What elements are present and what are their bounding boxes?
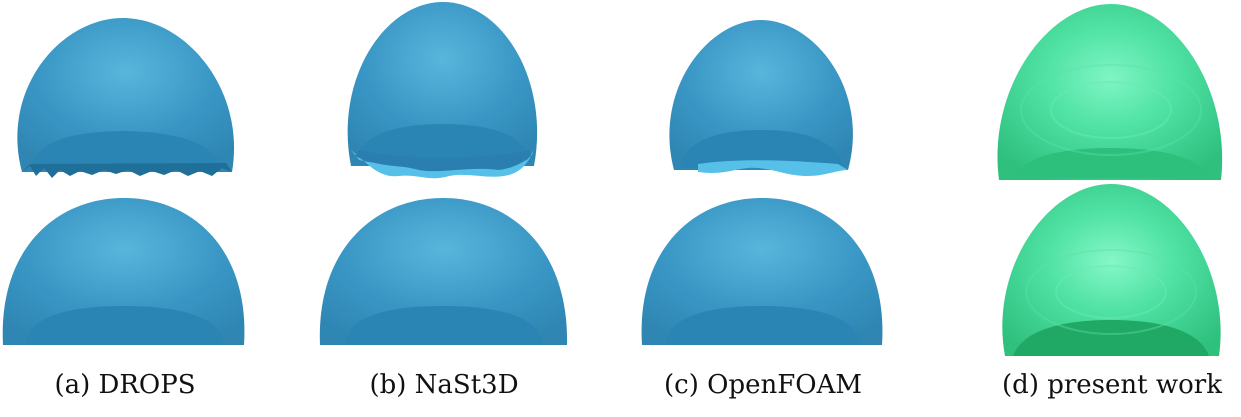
caption-nast3d: (b) NaSt3D xyxy=(369,370,519,400)
drop-top-drops xyxy=(17,18,235,178)
nast3d-droplets-image xyxy=(319,2,568,345)
drop-top-nast3d xyxy=(347,2,538,179)
panel-present-work: (d) present work xyxy=(987,0,1237,417)
drop-bottom-openfoam xyxy=(641,198,883,345)
drop-bottom-nast3d xyxy=(319,198,568,345)
drop-top-openfoam xyxy=(669,20,853,176)
openfoam-droplets-image xyxy=(641,20,883,345)
caption-present-work: (d) present work xyxy=(1002,370,1222,400)
caption-openfoam: (c) OpenFOAM xyxy=(664,370,862,400)
panel-openfoam: (c) OpenFOAM xyxy=(638,0,888,417)
caption-drops: (a) DROPS xyxy=(54,370,196,400)
present-work-droplets-image xyxy=(997,4,1223,356)
panel-drops: (a) DROPS xyxy=(0,0,250,417)
drop-bottom-present-work xyxy=(1002,184,1221,356)
drops-droplets-image xyxy=(2,18,245,345)
drop-top-present-work xyxy=(997,4,1223,180)
panel-nast3d: (b) NaSt3D xyxy=(319,0,569,417)
drop-bottom-drops xyxy=(2,198,245,345)
